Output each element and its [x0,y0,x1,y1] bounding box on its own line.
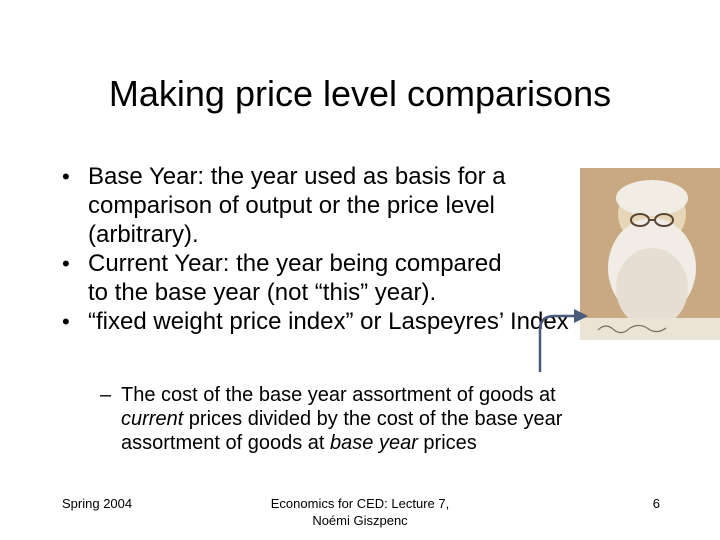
bullet-marker: • [62,309,70,334]
sub-bullet-text: assortment of goods at [121,432,331,454]
sub-bullet-text: prices divided by the cost of the base y… [183,408,563,430]
bullet-current-year: • Current Year: the year being compared … [62,249,662,307]
bullet-line: Current Year: the year being compared [88,250,502,277]
footer-date: Spring 2004 [62,496,133,511]
bullet-line: to the base year (not “this” year). [88,279,437,306]
bullet-list: • Base Year: the year used as basis for … [62,162,662,336]
bullet-line: “fixed weight price index” or Laspeyres’… [88,308,569,335]
footer-course-line: Economics for CED: Lecture 7, [270,496,450,511]
sub-bullet-line: assortment of goods at base year prices [121,431,701,455]
bullet-laspeyres: • “fixed weight price index” or Laspeyre… [62,307,662,336]
sub-bullet-italic: base year [330,432,418,454]
bullet-marker: • [62,251,70,276]
sub-bullet-definition: – The cost of the base year assortment o… [100,383,701,455]
bullet-base-year: • Base Year: the year used as basis for … [62,162,662,249]
sub-bullet-line: current prices divided by the cost of th… [121,407,701,431]
curved-arrow-icon [538,309,588,372]
bullet-marker: • [62,164,70,189]
portrait-photo [580,168,720,340]
sub-bullet-text: prices [417,432,477,454]
page-number: 6 [652,496,660,511]
bullet-line: comparison of output or the price level [88,192,495,219]
bullet-line: Base Year: the year used as basis for a [88,163,506,190]
footer-course: Economics for CED: Lecture 7, Noémi Gisz… [210,495,510,529]
sub-bullet-text: The cost of the base year assortment of … [121,384,556,406]
sub-bullet-line: The cost of the base year assortment of … [121,383,701,407]
slide-title: Making price level comparisons [108,73,612,114]
bullet-line: (arbitrary). [88,221,199,248]
sub-bullet-italic: current [121,408,184,430]
footer-author-line: Noémi Giszpenc [312,513,408,528]
sub-bullet-marker: – [100,384,112,406]
